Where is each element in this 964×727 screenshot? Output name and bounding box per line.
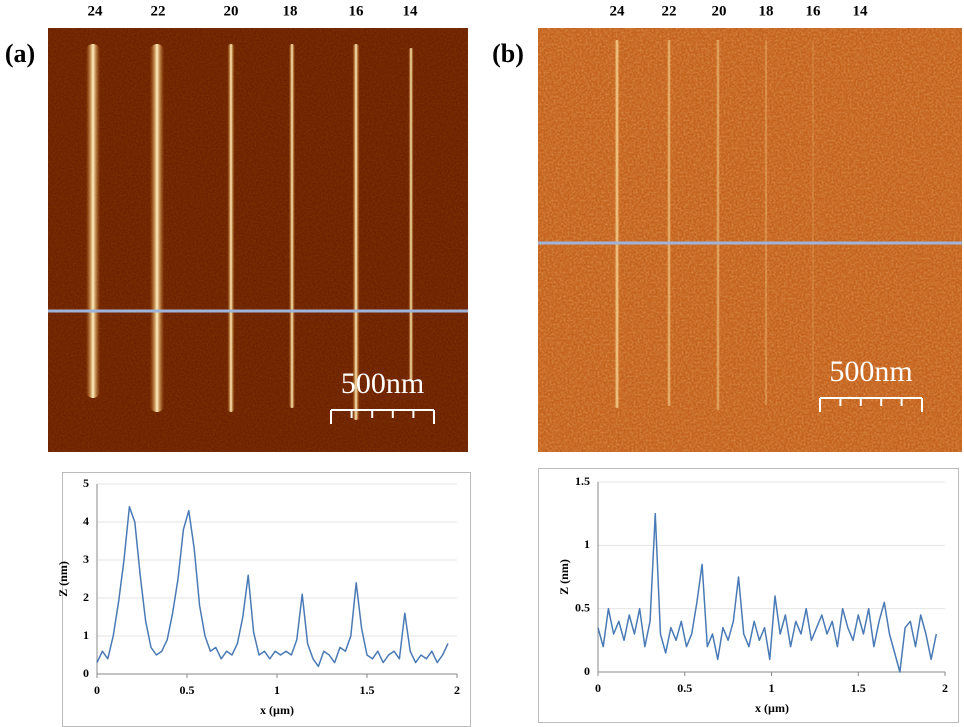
y-tick-label: 1 (584, 537, 590, 551)
x-tick-label: 0.5 (180, 683, 195, 697)
column-label: 14 (853, 3, 869, 19)
y-tick-label: 0.5 (575, 600, 590, 614)
stripe (352, 44, 360, 420)
stripe (812, 40, 814, 400)
column-label: 18 (283, 3, 298, 19)
x-tick-label: 1 (274, 683, 280, 697)
panel-label: (b) (492, 39, 524, 68)
y-axis-label: Z (nm) (56, 561, 70, 597)
stripe (614, 40, 620, 408)
scale-bar-label: 500nm (341, 367, 424, 400)
image-texture (48, 28, 468, 452)
x-tick-label: 0 (94, 683, 100, 697)
x-axis-label: x (µm) (755, 701, 789, 715)
x-axis-label: x (µm) (260, 703, 294, 717)
panel-label: (a) (5, 39, 35, 68)
stripe (764, 40, 768, 405)
column-label: 20 (712, 3, 727, 19)
stripe (408, 48, 414, 380)
y-tick-label: 0 (83, 666, 89, 680)
y-tick-label: 2 (83, 590, 89, 604)
scale-bar-label: 500nm (829, 355, 912, 388)
y-tick-label: 4 (83, 514, 89, 528)
column-label: 16 (349, 3, 365, 19)
x-tick-label: 2 (454, 683, 460, 697)
stripe (667, 40, 671, 406)
stripe (227, 44, 235, 412)
y-tick-label: 3 (83, 552, 89, 566)
column-label: 22 (151, 3, 166, 19)
y-tick-label: 0 (584, 664, 590, 678)
column-label: 20 (224, 3, 239, 19)
x-tick-label: 1 (769, 681, 775, 695)
chart-frame (538, 468, 959, 723)
x-tick-label: 0.5 (677, 681, 692, 695)
x-tick-label: 0 (595, 681, 601, 695)
y-tick-label: 5 (83, 476, 89, 490)
y-tick-label: 1 (83, 628, 89, 642)
x-tick-label: 1.5 (851, 681, 866, 695)
x-tick-label: 2 (942, 681, 948, 695)
stripe (716, 40, 720, 410)
stripe (150, 44, 164, 412)
data-line (96, 506, 449, 668)
column-label: 18 (759, 3, 774, 19)
column-label: 24 (610, 3, 626, 19)
data-line (597, 512, 938, 673)
column-label: 14 (403, 3, 419, 19)
column-label: 22 (662, 3, 677, 19)
y-tick-label: 1.5 (575, 474, 590, 488)
x-tick-label: 1.5 (360, 683, 375, 697)
stripe (86, 44, 100, 398)
column-label: 16 (806, 3, 822, 19)
chart-frame (62, 472, 471, 727)
image-texture (538, 28, 962, 452)
column-label: 24 (88, 3, 104, 19)
y-axis-label: Z (nm) (557, 559, 571, 595)
stripe (289, 44, 295, 408)
